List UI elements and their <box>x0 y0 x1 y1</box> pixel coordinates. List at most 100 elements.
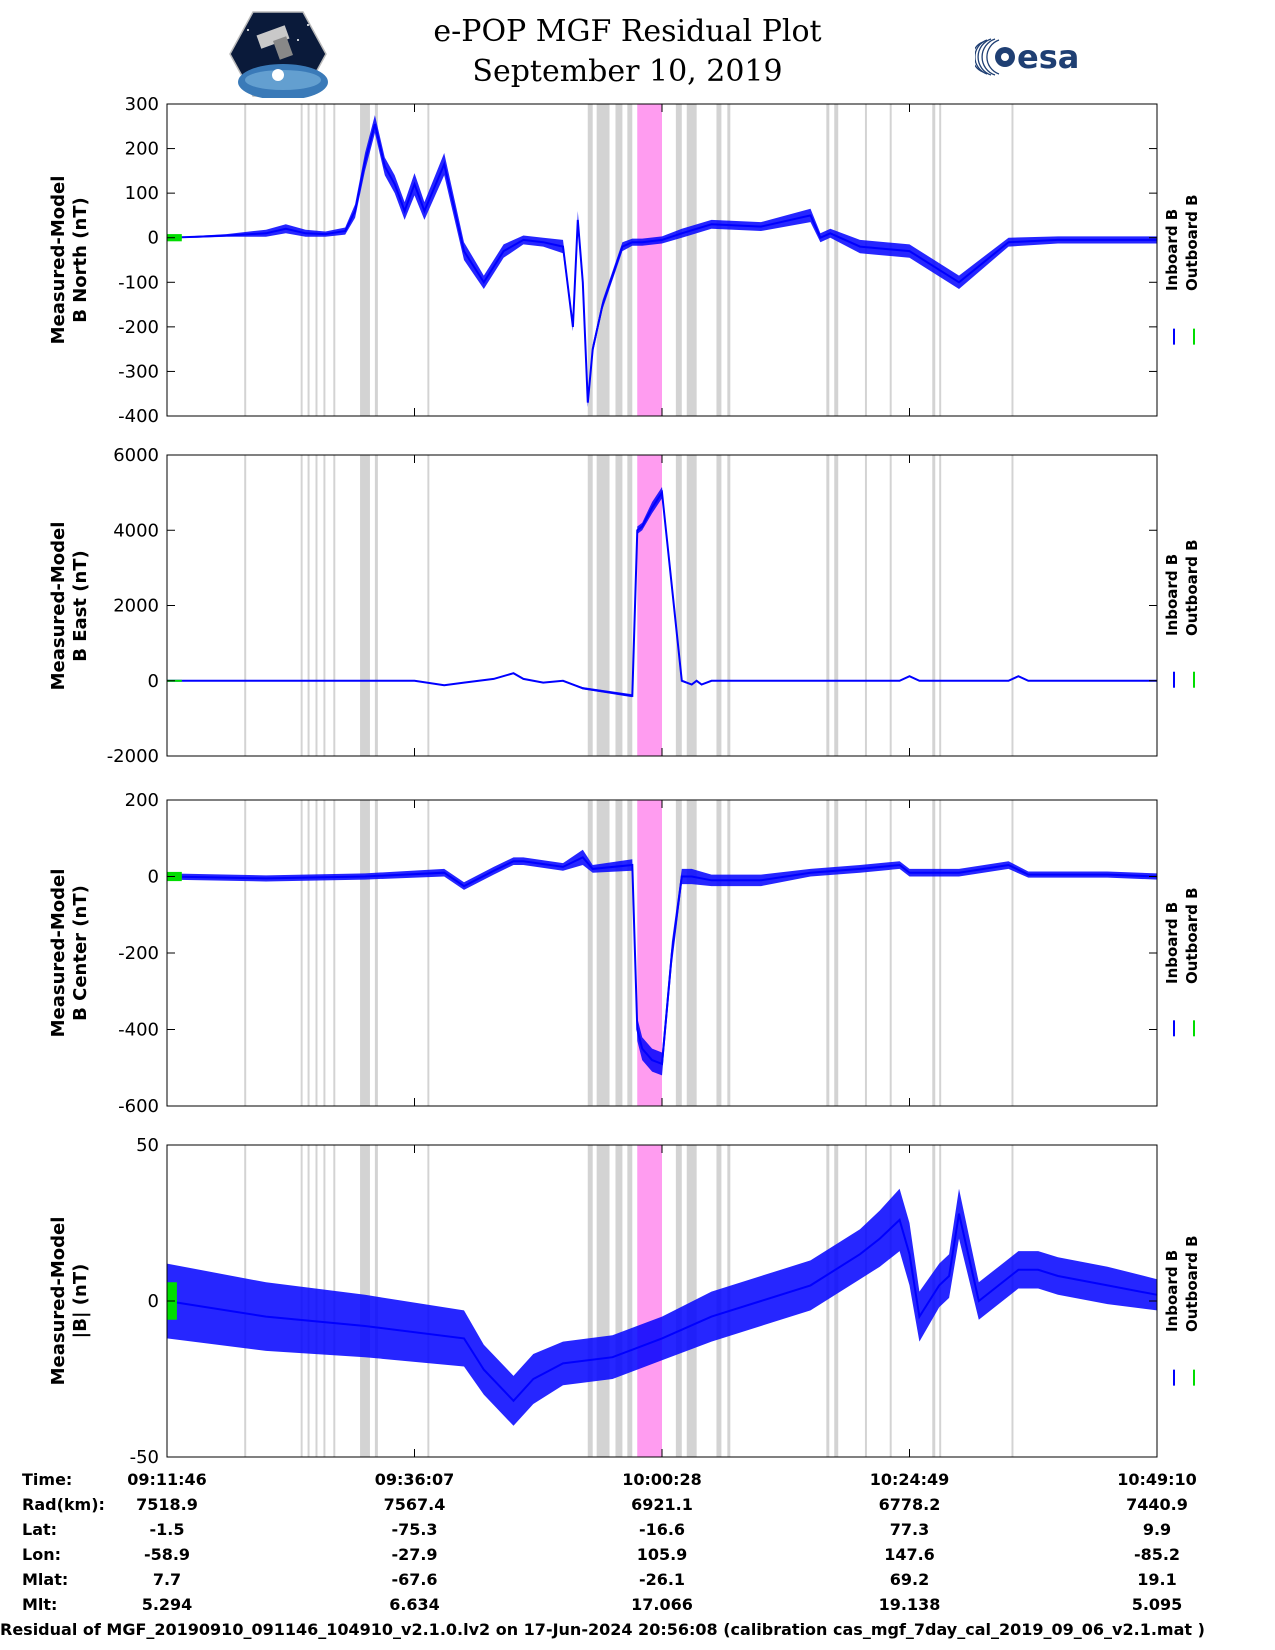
gray-band <box>587 1145 593 1457</box>
legend-inboard-label: Inboard B <box>1163 208 1181 292</box>
gray-band <box>333 104 336 416</box>
gray-band <box>727 800 731 1106</box>
ephemeris-value: 9.9 <box>1142 1520 1172 1539</box>
gray-band <box>834 800 839 1106</box>
legend-outboard-label: Outboard B <box>1183 194 1201 292</box>
y-axis-label-line2: |B| (nT) <box>70 1263 91 1339</box>
panel-4: 50 0 -50 <box>130 1135 1195 1468</box>
ephemeris-value: 6778.2 <box>878 1495 941 1514</box>
gray-band <box>323 800 326 1106</box>
panel-2: 6000 4000 2000 0 -2000 <box>107 445 1195 767</box>
gray-band <box>427 1145 430 1457</box>
gray-band <box>826 104 830 416</box>
gray-band <box>727 455 731 756</box>
ephemeris-value: 10:49:10 <box>1117 1470 1197 1489</box>
y-tick-label: 0 <box>148 1291 159 1312</box>
gray-band <box>615 800 623 1106</box>
y-tick-label: 0 <box>148 867 159 888</box>
gray-band <box>587 104 593 416</box>
ephemeris-value: 5.294 <box>141 1595 193 1614</box>
gray-band <box>686 1145 697 1457</box>
gray-band <box>596 104 610 416</box>
y-axis-label: Measured-Model B North (nT) <box>48 130 92 390</box>
ephemeris-row-label: Rad(km): <box>22 1495 105 1514</box>
gray-band <box>627 1145 633 1457</box>
gray-band <box>675 800 682 1106</box>
gray-band <box>716 104 722 416</box>
y-tick-label: -2000 <box>107 746 159 767</box>
esa-logo-icon: esa <box>971 34 1095 78</box>
chart-date: September 10, 2019 <box>472 54 783 89</box>
ephemeris-value: 10:24:49 <box>869 1470 950 1489</box>
gray-band <box>939 104 942 416</box>
y-tick-label: 4000 <box>113 520 159 541</box>
gray-band <box>864 104 867 416</box>
gray-band <box>315 455 318 756</box>
gray-band <box>686 800 697 1106</box>
gray-band <box>627 455 633 756</box>
gray-band <box>587 800 593 1106</box>
gray-band <box>1011 1145 1014 1457</box>
gray-band <box>889 455 892 756</box>
gray-band <box>427 800 430 1106</box>
pink-band <box>637 455 662 756</box>
gray-band <box>360 104 370 416</box>
inboard-series-line <box>166 123 1157 403</box>
y-tick-label: 300 <box>125 94 159 115</box>
y-axis-label-line1: Measured-Model <box>48 521 69 690</box>
gray-band <box>323 455 326 756</box>
gray-band <box>826 455 830 756</box>
gray-band <box>427 455 430 756</box>
gray-band <box>889 1145 892 1457</box>
gray-band <box>333 800 336 1106</box>
gray-band <box>615 1145 623 1457</box>
y-axis-label-line1: Measured-Model <box>48 175 69 345</box>
gray-band <box>587 455 593 756</box>
legend-outboard-label: Outboard B <box>1183 887 1201 984</box>
y-axis-label-line2: B Center (nT) <box>70 885 91 1021</box>
pink-band <box>637 1145 662 1457</box>
y-tick-label: 200 <box>125 139 159 160</box>
cassiope-logo-icon <box>228 10 328 100</box>
ephemeris-value: 105.9 <box>636 1545 688 1564</box>
y-tick-label: 100 <box>125 183 159 204</box>
inboard-envelope <box>167 115 1157 408</box>
ephemeris-value: -85.2 <box>1133 1545 1181 1564</box>
y-tick-label: -300 <box>118 361 159 382</box>
y-tick-label: 2000 <box>113 596 159 617</box>
gray-band <box>889 104 892 416</box>
panel-3: 200 0 -200 -400 -600 <box>118 790 1195 1117</box>
gray-band <box>244 455 247 756</box>
ephemeris-value: 7518.9 <box>136 1495 198 1514</box>
gray-band <box>727 104 731 416</box>
gray-band <box>826 800 830 1106</box>
gray-band <box>864 1145 867 1457</box>
gray-band <box>716 455 722 756</box>
y-tick-label: -50 <box>130 1447 159 1468</box>
ephemeris-value: 09:11:46 <box>127 1470 207 1489</box>
ephemeris-value: 69.2 <box>889 1570 930 1589</box>
y-tick-label: -400 <box>118 1020 159 1041</box>
gray-band <box>834 1145 839 1457</box>
ephemeris-value: -58.9 <box>143 1545 191 1564</box>
gray-band <box>716 800 722 1106</box>
gray-band <box>427 104 430 416</box>
legend-inboard-label: Inboard B <box>1163 553 1181 636</box>
ephemeris-value: -26.1 <box>638 1570 686 1589</box>
ephemeris-row-label: Lon: <box>22 1545 61 1564</box>
gray-band <box>675 104 682 416</box>
gray-band <box>826 1145 830 1457</box>
gray-band <box>300 800 303 1106</box>
legend-inboard-label: Inboard B <box>1163 901 1181 984</box>
ephemeris-value: 7567.4 <box>383 1495 446 1514</box>
gray-band <box>675 455 682 756</box>
ephemeris-value: 17.066 <box>631 1595 693 1614</box>
ephemeris-value: 77.3 <box>889 1520 930 1539</box>
y-tick-label: -600 <box>118 1096 159 1117</box>
inboard-envelope <box>167 849 1157 1076</box>
ephemeris-value: 09:36:07 <box>374 1470 455 1489</box>
gray-band <box>307 455 310 756</box>
gray-band <box>675 1145 682 1457</box>
ephemeris-value: -67.6 <box>391 1570 438 1589</box>
